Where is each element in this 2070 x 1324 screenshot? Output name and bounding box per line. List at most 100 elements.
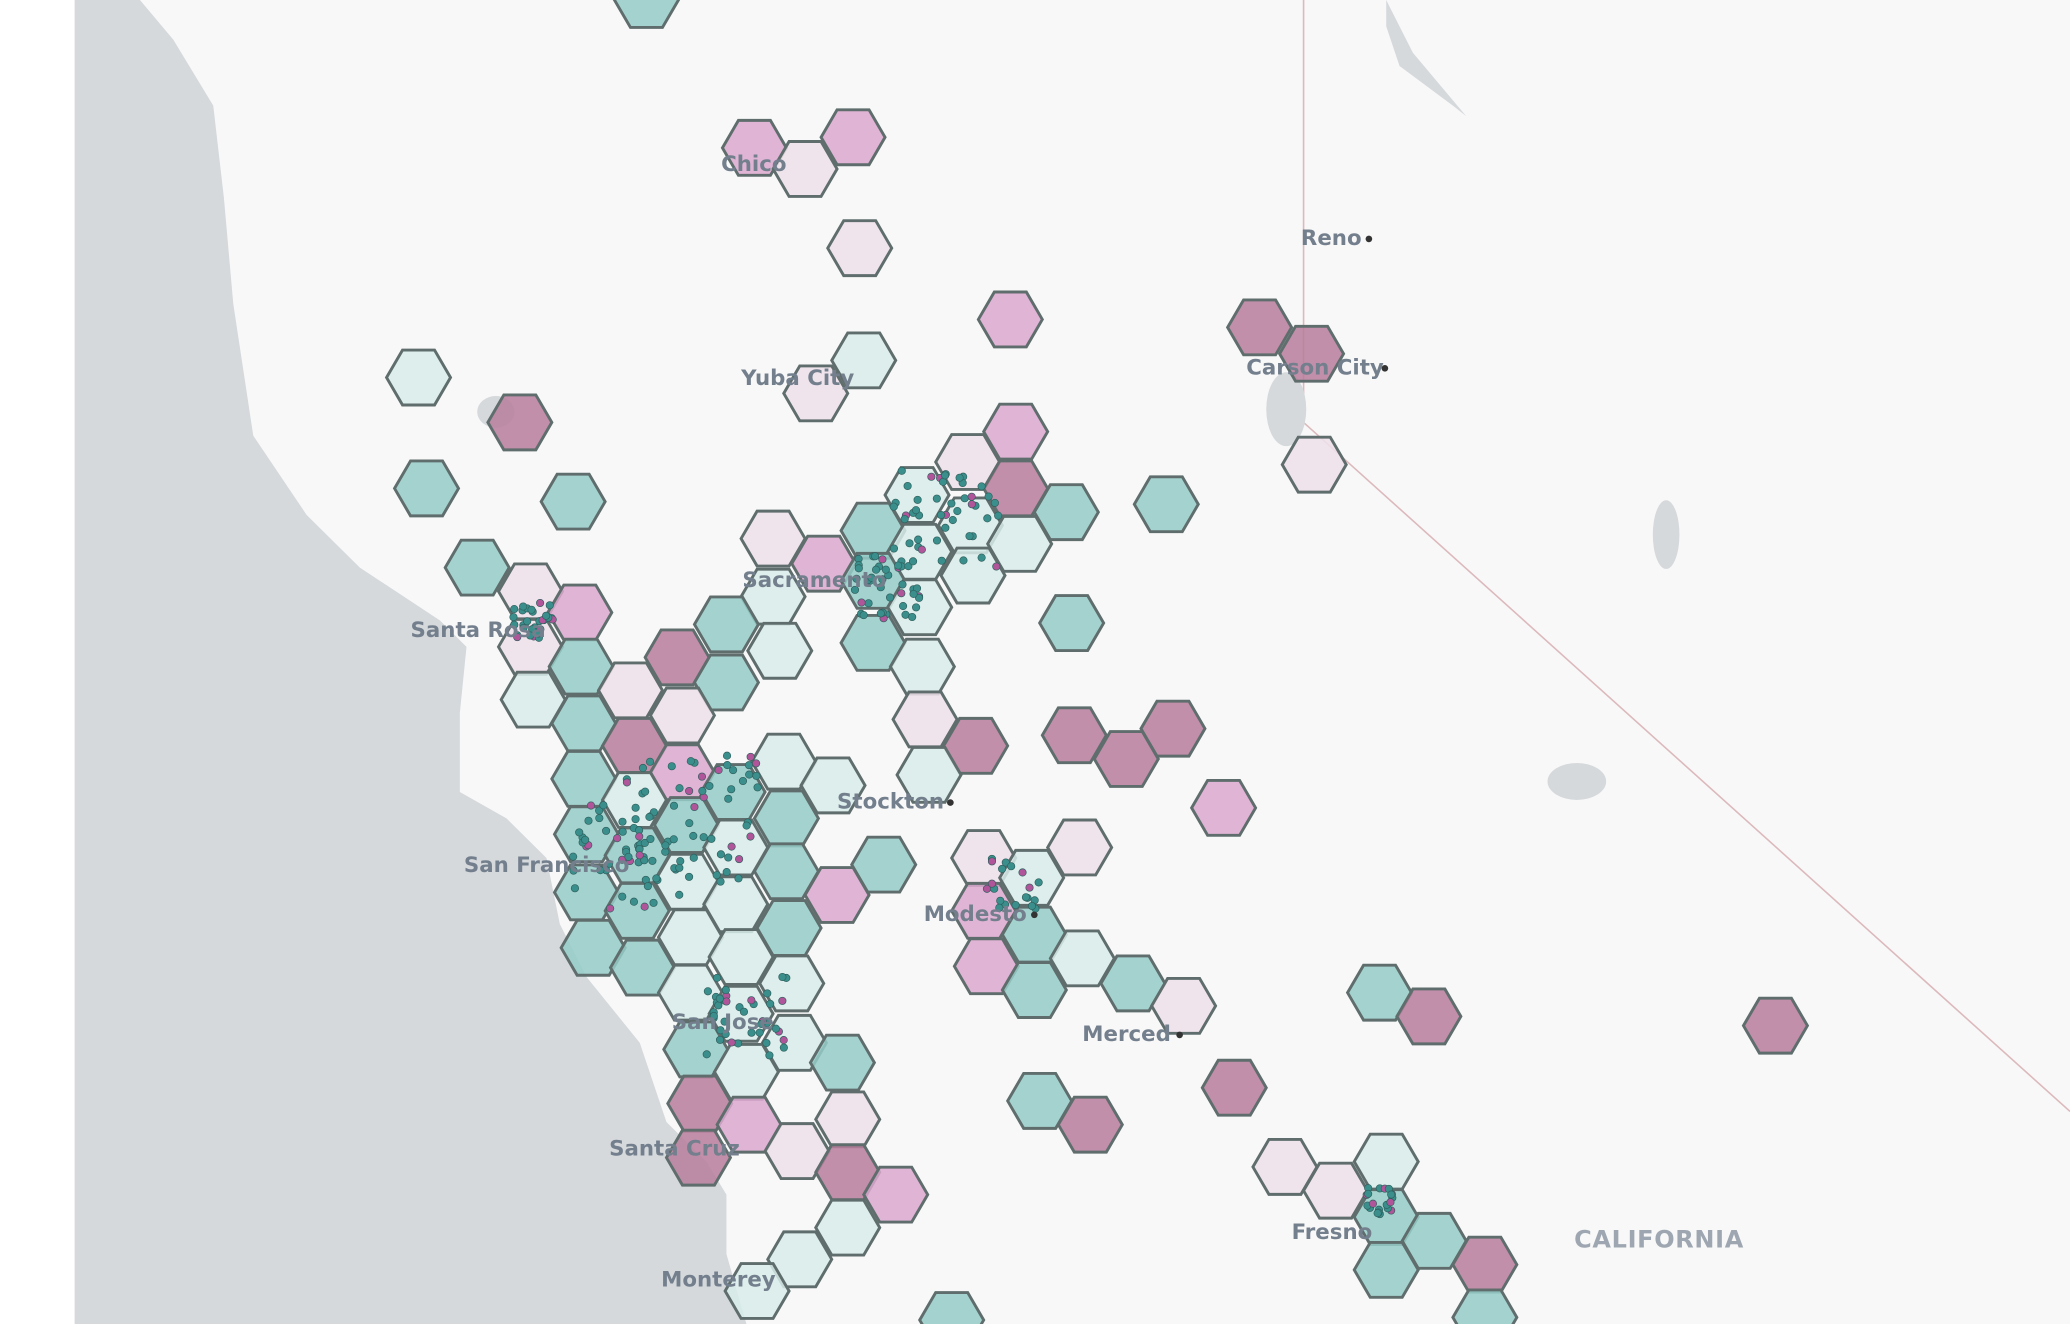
- point: [667, 762, 676, 771]
- hexbin: [1251, 1138, 1319, 1196]
- point: [1368, 1199, 1378, 1208]
- hexbin: [763, 1122, 831, 1180]
- point: [569, 866, 578, 875]
- hexbin: [883, 466, 951, 524]
- point: [765, 1051, 774, 1060]
- point: [967, 492, 976, 501]
- hexbin: [559, 918, 627, 977]
- point: [990, 498, 999, 507]
- point: [722, 751, 732, 760]
- point: [510, 620, 519, 629]
- hexbin: [752, 842, 821, 901]
- point: [948, 516, 957, 525]
- hexbin: [643, 628, 711, 687]
- hexbin: [782, 364, 850, 423]
- point: [542, 611, 551, 620]
- point: [752, 771, 761, 780]
- point: [876, 609, 885, 618]
- point: [894, 561, 903, 570]
- point: [871, 565, 881, 574]
- hexbin: [942, 716, 1010, 775]
- place-label: Stockton: [837, 790, 944, 815]
- point: [618, 892, 627, 901]
- point: [755, 1028, 764, 1037]
- point: [702, 1050, 711, 1059]
- point: [881, 565, 890, 574]
- point: [746, 832, 755, 841]
- point: [757, 1019, 766, 1028]
- point: [727, 785, 736, 794]
- hexbin: [1225, 298, 1294, 357]
- point: [510, 605, 519, 614]
- hexbin: [808, 1033, 877, 1092]
- hexbin: [1280, 435, 1348, 494]
- place-label: San Jose: [672, 1010, 774, 1035]
- point: [595, 814, 604, 823]
- hexbin: [1301, 1161, 1370, 1220]
- point: [763, 989, 772, 998]
- point: [645, 812, 654, 821]
- hexbin: [918, 1291, 986, 1324]
- point: [982, 884, 992, 893]
- hexbin: [985, 514, 1054, 573]
- hexbin: [862, 1165, 930, 1224]
- point: [998, 864, 1007, 873]
- point: [709, 1011, 718, 1021]
- point: [904, 562, 913, 571]
- point: [959, 556, 968, 565]
- point: [685, 819, 694, 828]
- hexbin: [692, 595, 761, 654]
- point: [859, 611, 868, 620]
- hexbin: [1032, 483, 1101, 542]
- point: [618, 827, 627, 836]
- point: [1027, 902, 1037, 911]
- point: [1387, 1190, 1396, 1199]
- point: [912, 603, 921, 612]
- point: [635, 851, 644, 860]
- point: [581, 835, 590, 844]
- place-label: Modesto: [924, 902, 1027, 927]
- point: [536, 598, 545, 608]
- point: [747, 1028, 756, 1037]
- point: [613, 834, 622, 843]
- city-dot: [1031, 911, 1038, 919]
- city-dot: [1381, 364, 1389, 372]
- point: [722, 868, 731, 877]
- city-dot: [1365, 235, 1373, 243]
- point: [909, 589, 918, 598]
- city-dot: [1176, 1031, 1183, 1039]
- hexbin: [1277, 324, 1346, 383]
- labels: Chico Reno Yuba City Carson City Sacramento S…: [411, 152, 1744, 1292]
- point: [721, 985, 730, 995]
- point: [752, 759, 761, 768]
- point: [645, 757, 655, 766]
- hexbin: [766, 1230, 834, 1289]
- point: [714, 766, 723, 775]
- hexbin: [1352, 1240, 1420, 1299]
- point: [994, 511, 1003, 520]
- point: [899, 602, 908, 611]
- hexbin: [546, 583, 614, 642]
- hexbin: [1045, 818, 1114, 877]
- hexbin: [888, 637, 957, 696]
- point: [685, 786, 694, 796]
- hexbin: [1149, 976, 1218, 1035]
- point: [712, 871, 721, 880]
- point: [690, 802, 699, 812]
- point: [977, 553, 986, 562]
- point: [937, 556, 946, 565]
- hexbin: [1005, 1072, 1074, 1130]
- place-label: Sacramento: [742, 568, 886, 593]
- hexbin: [830, 331, 898, 390]
- hexbin: [814, 1090, 882, 1149]
- hexbin: [1741, 996, 1810, 1055]
- point: [739, 1007, 749, 1016]
- point: [724, 794, 733, 803]
- hexbin: [1132, 475, 1200, 534]
- hexbin: [720, 118, 789, 177]
- point: [716, 850, 725, 859]
- place-label: Yuba City: [740, 366, 854, 391]
- point: [984, 492, 993, 501]
- point: [513, 633, 522, 642]
